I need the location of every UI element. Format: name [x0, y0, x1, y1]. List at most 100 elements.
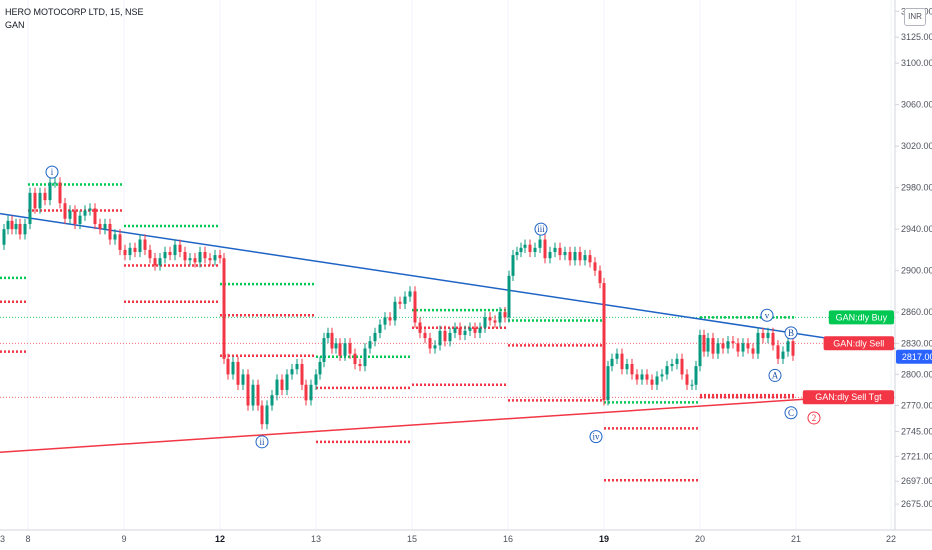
candle-body [498, 312, 502, 323]
candle-body [213, 255, 217, 261]
x-tick-label: 22 [886, 534, 896, 544]
candle-body [309, 384, 313, 401]
candle-body [593, 262, 597, 271]
y-tick-label: 2830.00 [901, 338, 932, 348]
candle-body [133, 247, 137, 252]
candle-body [260, 405, 264, 425]
candle-body [43, 192, 47, 201]
candle-body [330, 332, 334, 349]
x-tick-label: 21 [791, 534, 801, 544]
currency-button[interactable]: INR [904, 8, 926, 26]
candle-body [468, 327, 472, 331]
candle-body [383, 317, 387, 325]
candle-body [108, 223, 112, 240]
gan-dly-sell-tgt-tag-bg [802, 390, 894, 405]
wave-circle [784, 326, 798, 340]
x-tick-label: 9 [121, 534, 126, 544]
candle-body [173, 244, 177, 256]
candle-body [198, 251, 202, 263]
candle-body [515, 251, 519, 256]
candle-body [736, 343, 740, 352]
candle-body [373, 332, 377, 342]
candle-body [413, 291, 417, 323]
candle-body [295, 364, 299, 370]
gan-dly-sell-tag-bg [823, 336, 894, 351]
candle-body [533, 247, 537, 252]
candle-body [690, 384, 694, 386]
candle-body [721, 343, 725, 349]
y-tick-label: 3100.00 [901, 58, 932, 68]
candle-body [606, 366, 610, 401]
candle-body [304, 384, 308, 401]
candle-body [443, 330, 447, 342]
candle-body [113, 234, 117, 240]
candle-body [14, 223, 18, 230]
y-tick-label: 2860.00 [901, 307, 932, 317]
candle-body [640, 374, 644, 380]
candle-body [203, 251, 207, 259]
wave-label: ii [259, 437, 265, 447]
gan-dly-sell-tgt-tag: GAN:dly Sell Tgt [802, 390, 894, 405]
candle-body [163, 251, 167, 259]
candle-body [208, 258, 212, 261]
candle-body [58, 182, 62, 204]
indicator-label: GAN [5, 20, 25, 30]
chart-title: HERO MOTOCORP LTD, 15, NSE [5, 7, 144, 17]
candle-body [318, 361, 322, 375]
candle-body [168, 251, 172, 256]
candle-body [183, 251, 187, 261]
candle-body [231, 361, 235, 375]
candle-body [675, 358, 679, 365]
wave-label: A [772, 370, 779, 380]
candle-body [368, 341, 372, 349]
candle-body [553, 247, 557, 252]
candle-body [428, 338, 432, 349]
candle-body [543, 239, 547, 259]
candle-body [761, 332, 765, 339]
candle-body [178, 244, 182, 252]
candlesticks [2, 177, 795, 430]
candle-body [98, 223, 102, 230]
candle-body [716, 343, 720, 354]
y-tick-label: 3125.00 [901, 32, 932, 42]
candle-body [10, 220, 14, 230]
last-price-tag-bg [896, 349, 932, 364]
candle-body [193, 258, 197, 263]
wave-circle [784, 406, 798, 420]
candle-body [438, 330, 442, 346]
gan-dly-sell-tag: GAN:dly Sell [823, 336, 894, 351]
candle-body [620, 353, 624, 370]
candle-body [256, 384, 260, 406]
candle-body [78, 215, 82, 224]
x-tick-label: 16 [503, 534, 513, 544]
wave-label: B [788, 328, 794, 338]
candle-body [645, 374, 649, 380]
candle-body [28, 192, 32, 224]
chart-grid [27, 0, 892, 530]
candle-body [338, 343, 342, 356]
candle-body [270, 395, 274, 406]
candle-body [18, 223, 22, 235]
candle-body [326, 332, 330, 339]
gan-dly-buy-tag-bg [828, 310, 894, 325]
candle-body [625, 364, 629, 370]
candle-body [776, 345, 780, 359]
y-tick-label: 2675.00 [901, 499, 932, 509]
y-tick-label: 2721.00 [901, 451, 932, 461]
candle-body [448, 332, 452, 342]
candle-body [300, 364, 304, 385]
candle-body [511, 255, 515, 276]
candle-body [680, 358, 684, 375]
candle-body [280, 379, 284, 390]
candle-body [38, 192, 42, 209]
trendlines [0, 212, 896, 453]
last-price-tag-label: 2817.00 [902, 352, 932, 362]
candle-body [363, 348, 367, 367]
candle-body [158, 258, 162, 266]
x-tick-label: 8 [25, 534, 30, 544]
candle-body [588, 255, 592, 263]
candle-body [123, 249, 127, 256]
candle-body [88, 208, 92, 211]
